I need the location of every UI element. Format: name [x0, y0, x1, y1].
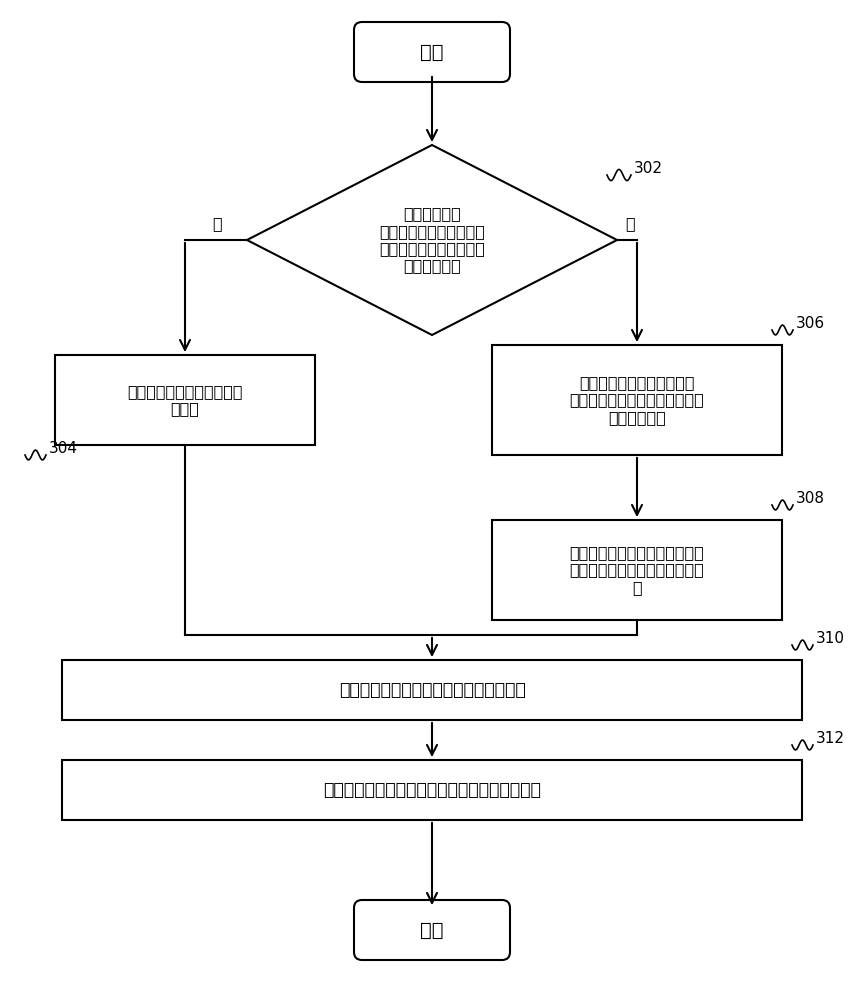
Text: 将开始时间点和时间窗口的长度
相加，得到时间窗口的结束时间
点: 将开始时间点和时间窗口的长度 相加，得到时间窗口的结束时间 点 [569, 545, 704, 595]
Text: 从续传调度信息中获取结束
时间点: 从续传调度信息中获取结束 时间点 [127, 384, 243, 416]
Bar [62, 760, 802, 820]
Text: 将结束时间点与时间间隔相加，得到第一时间点: 将结束时间点与时间间隔相加，得到第一时间点 [323, 781, 541, 799]
Text: 304: 304 [49, 441, 78, 456]
Text: 获取预先定义的时间窗口的
长度，并检测当前信道占用时间
的开始时间点: 获取预先定义的时间窗口的 长度，并检测当前信道占用时间 的开始时间点 [569, 375, 704, 425]
Bar [62, 660, 802, 720]
FancyBboxPatch shape [354, 900, 510, 960]
Bar [55, 355, 315, 445]
FancyBboxPatch shape [354, 22, 510, 82]
Text: 312: 312 [816, 731, 845, 746]
Bar [492, 345, 782, 455]
Text: 检测续传调度
信息是否携带有用于发送
续传调度信息的时间窗口
的结束时间点: 检测续传调度 信息是否携带有用于发送 续传调度信息的时间窗口 的结束时间点 [379, 206, 485, 274]
Text: 获取结束时间点与第一时间点的时间间隔: 获取结束时间点与第一时间点的时间间隔 [339, 681, 525, 699]
Text: 否: 否 [625, 216, 635, 231]
Polygon shape [247, 145, 617, 335]
Bar [492, 520, 782, 620]
Text: 是: 是 [212, 216, 222, 231]
Text: 306: 306 [796, 316, 825, 331]
Text: 302: 302 [634, 161, 663, 176]
Text: 310: 310 [816, 631, 845, 646]
Text: 308: 308 [796, 491, 825, 506]
Text: 开始: 开始 [420, 42, 444, 62]
Text: 结束: 结束 [420, 920, 444, 940]
